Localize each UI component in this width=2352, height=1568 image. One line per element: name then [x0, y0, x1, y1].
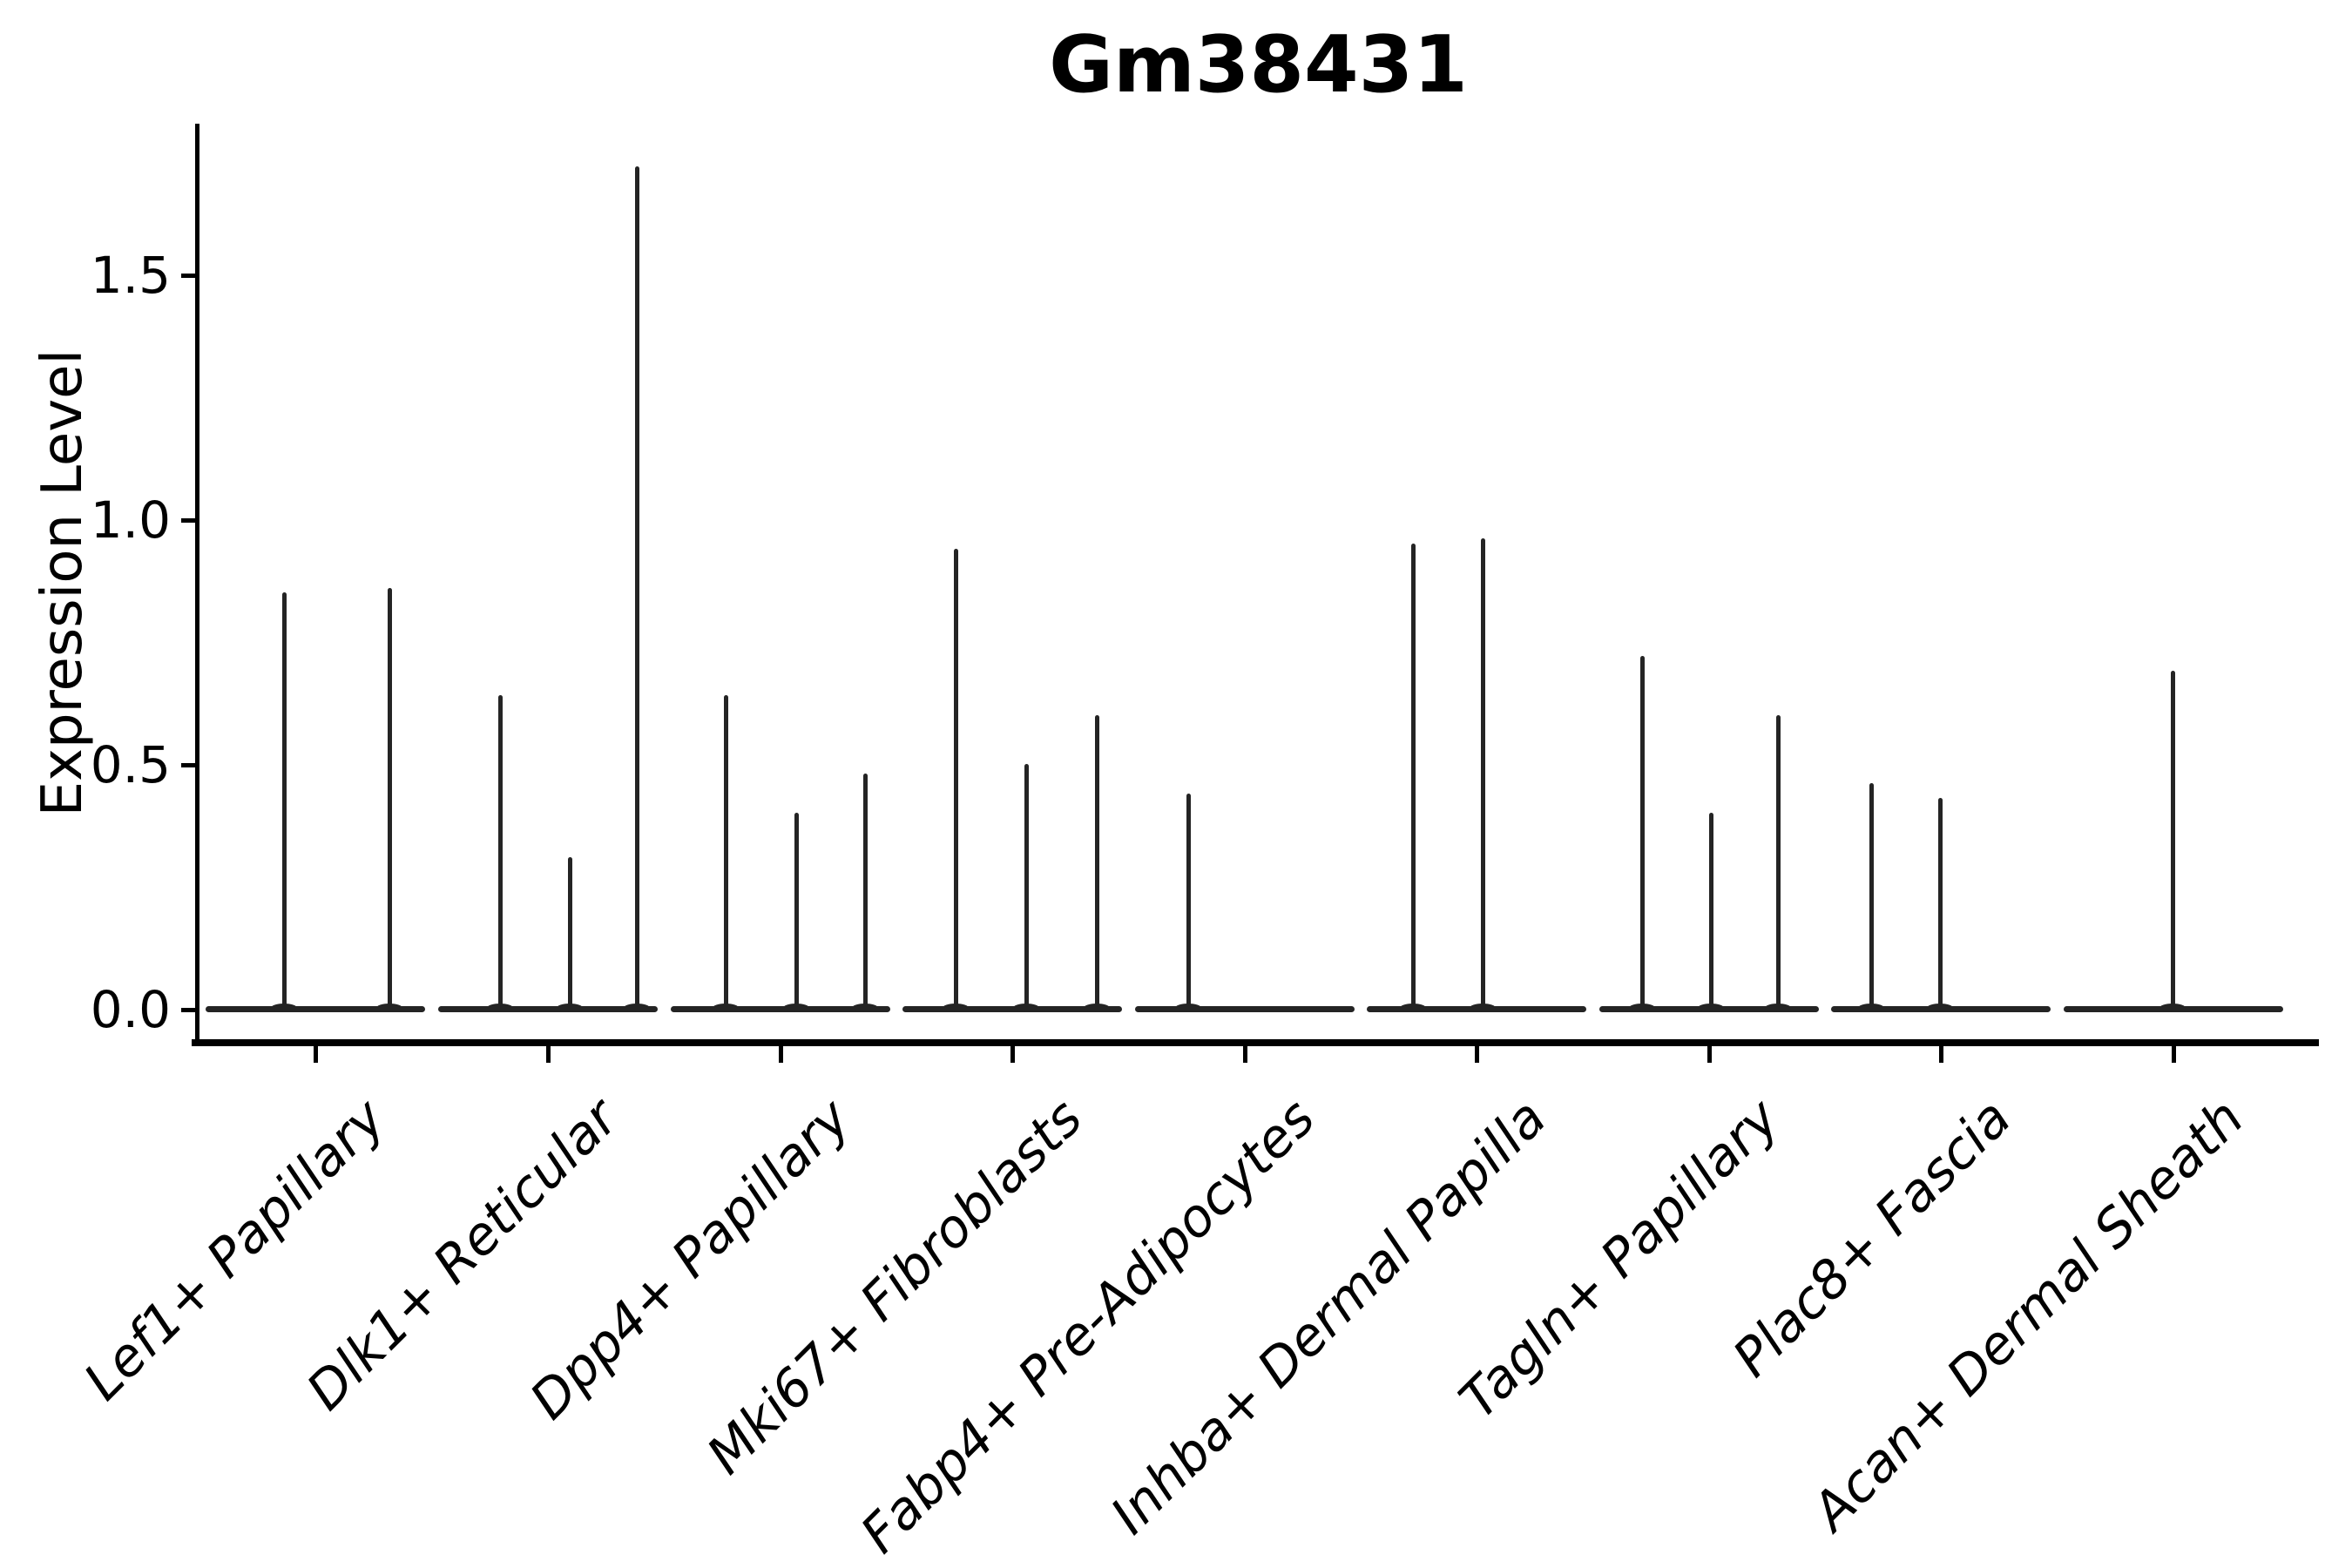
violin-spike	[1639, 656, 1645, 1012]
x-tick-mark	[545, 1045, 551, 1063]
x-tick-mark	[313, 1045, 318, 1063]
violin-spike	[1094, 714, 1099, 1012]
violin-spike	[281, 592, 287, 1012]
violin-spike	[723, 695, 728, 1012]
violin-baseline	[438, 1006, 658, 1012]
x-tick-mark	[1010, 1045, 1015, 1063]
x-axis-spine	[192, 1039, 2319, 1046]
violin-spike	[1480, 538, 1485, 1012]
y-tick-label: 1.5	[90, 246, 171, 305]
y-tick-mark	[181, 762, 196, 767]
violin-spike	[634, 166, 639, 1012]
violin-spike	[1410, 544, 1416, 1012]
violin-spike	[794, 813, 799, 1012]
violin-baseline	[206, 1006, 425, 1012]
y-tick-mark	[181, 273, 196, 278]
x-tick-mark	[1707, 1045, 1712, 1063]
violin-spike	[497, 695, 503, 1012]
violin-baseline	[671, 1006, 890, 1012]
y-tick-label: 0.5	[90, 735, 171, 794]
x-tick-label: Acan+ Dermal Sheath	[1800, 1087, 2255, 1543]
y-tick-label: 0.0	[90, 980, 171, 1039]
y-tick-mark	[181, 517, 196, 523]
violin-spike	[1869, 783, 1874, 1012]
x-tick-mark	[1242, 1045, 1247, 1063]
x-tick-mark	[778, 1045, 783, 1063]
x-tick-mark	[1938, 1045, 1943, 1063]
violin-spike	[953, 548, 958, 1012]
x-tick-label: Fabp4+ Pre-Adipocytes	[848, 1087, 1327, 1565]
x-tick-mark	[2171, 1045, 2176, 1063]
violin-baseline	[1135, 1006, 1355, 1012]
violin-spike	[1024, 764, 1029, 1012]
x-tick-label: Inhba+ Dermal Papilla	[1099, 1087, 1558, 1546]
violin-spike	[387, 587, 392, 1012]
violin-baseline	[902, 1006, 1122, 1012]
violin-spike	[1937, 798, 1943, 1012]
y-tick-mark	[181, 1007, 196, 1012]
violin-spike	[1775, 714, 1781, 1012]
y-tick-label: 1.0	[90, 490, 171, 550]
violin-spike	[2170, 671, 2175, 1012]
violin-spike	[1708, 813, 1713, 1012]
chart-title: Gm38431	[1049, 19, 1468, 111]
violin-spike	[1186, 793, 1191, 1012]
x-tick-mark	[1474, 1045, 1479, 1063]
violin-spike	[862, 774, 868, 1012]
y-axis-spine	[195, 124, 199, 1045]
violin-spike	[567, 856, 572, 1012]
